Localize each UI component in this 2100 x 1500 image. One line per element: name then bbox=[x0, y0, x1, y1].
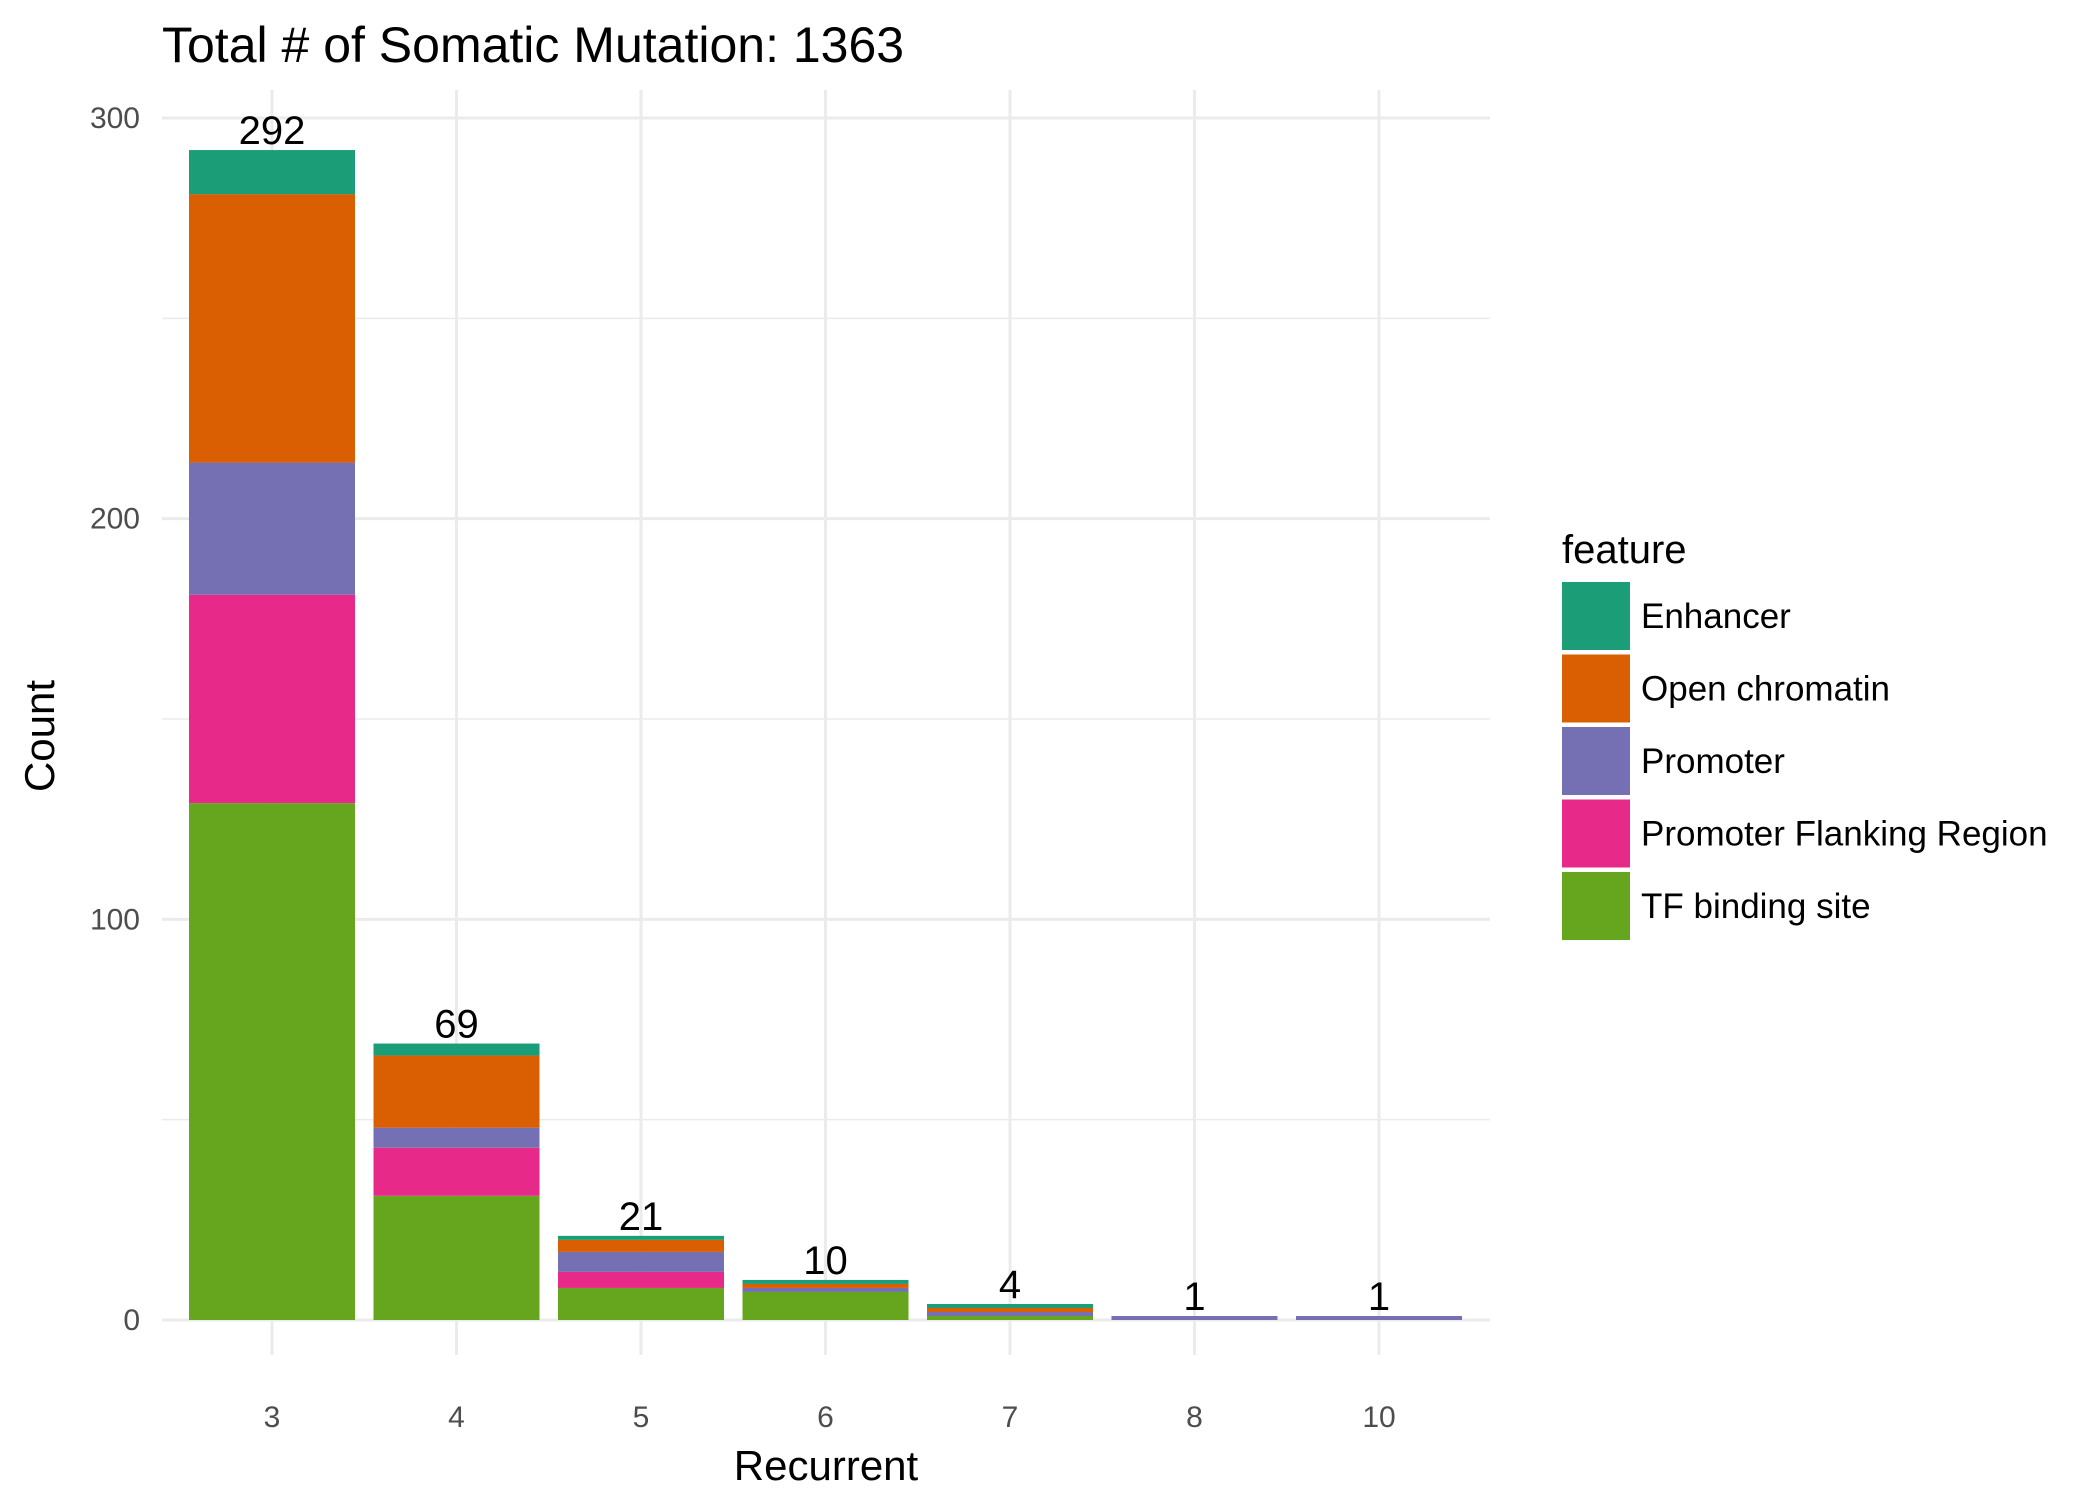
x-axis-title: Recurrent bbox=[734, 1442, 919, 1489]
legend-label: Enhancer bbox=[1641, 597, 1791, 636]
bar-segment bbox=[742, 1279, 909, 1284]
legend-label: Promoter Flanking Region bbox=[1641, 815, 2048, 854]
bar-segment bbox=[189, 150, 355, 195]
bar-segment bbox=[558, 1251, 724, 1272]
bar-segment bbox=[927, 1311, 1093, 1316]
y-axis-ticks: 0 100 200 300 bbox=[90, 102, 140, 1337]
chart-title: Total # of Somatic Mutation: 1363 bbox=[162, 17, 904, 73]
bar-total-label: 21 bbox=[619, 1195, 664, 1239]
bar-segment bbox=[927, 1303, 1093, 1308]
bar-segment bbox=[1296, 1315, 1462, 1320]
bar-segment bbox=[189, 462, 355, 595]
bar-segment bbox=[1111, 1315, 1278, 1320]
bar-total-label: 292 bbox=[239, 109, 306, 153]
legend-label: Promoter bbox=[1641, 742, 1785, 781]
bars bbox=[189, 150, 1462, 1320]
bar-segment bbox=[373, 1195, 540, 1320]
bar-segment bbox=[558, 1239, 724, 1252]
bar-segment bbox=[189, 594, 355, 804]
bar-totals: 292 69 21 10 4 1 1 bbox=[239, 109, 1391, 1319]
y-axis-title: Count bbox=[16, 680, 63, 792]
legend-title: feature bbox=[1562, 528, 1687, 572]
x-tick-label: 7 bbox=[1002, 1401, 1019, 1434]
bar-total-label: 1 bbox=[1368, 1275, 1390, 1319]
bar-total-label: 4 bbox=[999, 1263, 1021, 1307]
x-axis-ticks: 3 4 5 6 7 8 10 bbox=[264, 1401, 1396, 1434]
legend-key bbox=[1562, 872, 1630, 940]
bar-total-label: 1 bbox=[1183, 1275, 1205, 1319]
legend-label: TF binding site bbox=[1641, 887, 1871, 926]
x-tick-label: 3 bbox=[264, 1401, 281, 1434]
bar-total-label: 69 bbox=[434, 1003, 479, 1047]
x-tick-label: 4 bbox=[448, 1401, 465, 1434]
legend-key bbox=[1562, 799, 1630, 868]
x-tick-label: 10 bbox=[1362, 1401, 1395, 1434]
bar-segment bbox=[927, 1315, 1093, 1320]
legend-items: Enhancer Open chromatin Promoter Promoter F… bbox=[1562, 582, 2048, 940]
bar-segment bbox=[373, 1043, 540, 1056]
legend-label: Open chromatin bbox=[1641, 670, 1890, 709]
x-tick-label: 8 bbox=[1186, 1401, 1203, 1434]
legend: feature Enhancer Open chromatin Promoter Pr… bbox=[1562, 528, 2048, 940]
y-tick-label: 200 bbox=[90, 503, 140, 536]
bar-segment bbox=[373, 1055, 540, 1128]
legend-key bbox=[1562, 727, 1630, 795]
y-tick-label: 300 bbox=[90, 102, 140, 135]
grid bbox=[162, 90, 1490, 1355]
legend-key bbox=[1562, 582, 1630, 650]
bar-segment bbox=[189, 803, 355, 1320]
bar-segment bbox=[927, 1307, 1093, 1312]
y-tick-label: 100 bbox=[90, 903, 140, 936]
legend-key bbox=[1562, 654, 1630, 723]
x-tick-label: 6 bbox=[817, 1401, 834, 1434]
x-tick-label: 5 bbox=[633, 1401, 650, 1434]
bar-segment bbox=[373, 1147, 540, 1196]
bar-segment bbox=[373, 1127, 540, 1148]
bar-segment bbox=[742, 1283, 909, 1288]
y-tick-label: 0 bbox=[123, 1304, 140, 1337]
bar-total-label: 10 bbox=[803, 1239, 848, 1283]
bar-segment bbox=[558, 1287, 724, 1320]
bar-segment bbox=[742, 1291, 909, 1320]
bar-segment bbox=[558, 1271, 724, 1288]
bar-segment bbox=[558, 1235, 724, 1240]
bar-segment bbox=[189, 194, 355, 463]
bar-segment bbox=[742, 1287, 909, 1292]
